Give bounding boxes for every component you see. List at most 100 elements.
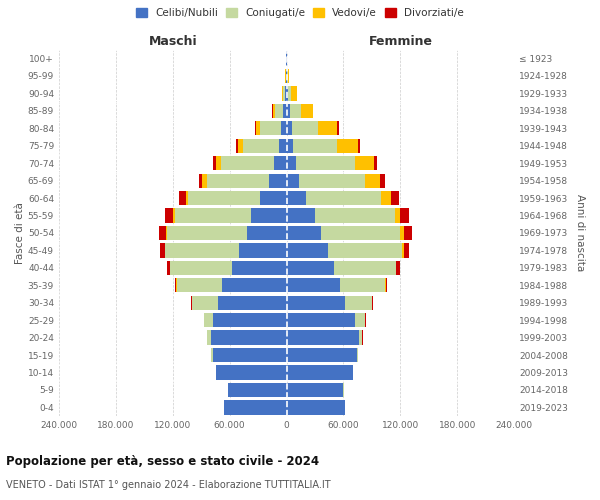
Bar xyxy=(287,348,357,362)
Text: Popolazione per età, sesso e stato civile - 2024: Popolazione per età, sesso e stato civil… xyxy=(6,455,319,468)
Bar xyxy=(287,313,355,328)
Bar xyxy=(159,226,166,240)
Bar xyxy=(301,104,313,118)
Bar xyxy=(218,296,287,310)
Bar xyxy=(287,244,328,258)
Bar xyxy=(191,296,218,310)
Bar xyxy=(287,366,353,380)
Bar xyxy=(251,208,287,222)
Bar xyxy=(185,191,188,206)
Bar xyxy=(382,191,391,206)
Bar xyxy=(239,244,287,258)
Bar xyxy=(402,244,404,258)
Bar xyxy=(287,121,292,136)
Bar xyxy=(357,348,358,362)
Bar xyxy=(165,208,173,222)
Bar xyxy=(287,330,359,345)
Bar xyxy=(212,156,215,170)
Bar xyxy=(269,174,287,188)
Bar xyxy=(286,86,287,101)
Bar xyxy=(281,121,287,136)
Bar xyxy=(260,191,287,206)
Bar xyxy=(395,260,397,275)
Bar xyxy=(274,156,287,170)
Bar xyxy=(222,278,287,292)
Bar xyxy=(355,313,365,328)
Bar xyxy=(391,191,399,206)
Bar xyxy=(215,156,221,170)
Text: VENETO - Dati ISTAT 1° gennaio 2024 - Elaborazione TUTTITALIA.IT: VENETO - Dati ISTAT 1° gennaio 2024 - El… xyxy=(6,480,331,490)
Bar xyxy=(292,86,296,101)
Bar xyxy=(176,278,222,292)
Bar xyxy=(287,208,315,222)
Bar xyxy=(400,226,404,240)
Bar xyxy=(292,121,319,136)
Bar xyxy=(224,400,287,414)
Bar xyxy=(211,348,212,362)
Bar xyxy=(290,104,301,118)
Bar xyxy=(202,174,207,188)
Bar xyxy=(175,208,251,222)
Bar xyxy=(287,174,299,188)
Bar xyxy=(359,330,362,345)
Bar xyxy=(212,313,287,328)
Legend: Celibi/Nubili, Coniugati/e, Vedovi/e, Divorziati/e: Celibi/Nubili, Coniugati/e, Vedovi/e, Di… xyxy=(133,5,467,21)
Bar xyxy=(328,244,402,258)
Bar xyxy=(372,296,373,310)
Bar xyxy=(247,226,287,240)
Bar xyxy=(287,156,296,170)
Bar xyxy=(374,156,377,170)
Bar xyxy=(319,121,337,136)
Bar xyxy=(167,226,247,240)
Bar xyxy=(188,191,260,206)
Bar xyxy=(179,191,185,206)
Bar xyxy=(236,138,238,153)
Bar xyxy=(365,174,380,188)
Y-axis label: Anni di nascita: Anni di nascita xyxy=(575,194,585,272)
Bar xyxy=(243,138,279,153)
Bar xyxy=(204,313,212,328)
Bar xyxy=(212,348,287,362)
Bar xyxy=(404,226,412,240)
Bar xyxy=(275,104,283,118)
Bar xyxy=(346,296,372,310)
Bar xyxy=(287,278,340,292)
Bar xyxy=(287,69,288,83)
Bar xyxy=(400,208,409,222)
Bar xyxy=(287,296,346,310)
Bar xyxy=(279,138,287,153)
Bar xyxy=(397,260,400,275)
Bar xyxy=(404,244,409,258)
Bar xyxy=(272,104,275,118)
Bar xyxy=(208,330,211,345)
Bar xyxy=(256,121,260,136)
Bar xyxy=(165,244,239,258)
Bar xyxy=(283,104,287,118)
Bar xyxy=(337,121,338,136)
Bar xyxy=(175,278,176,292)
Bar xyxy=(287,191,305,206)
Bar xyxy=(287,400,346,414)
Bar xyxy=(386,278,388,292)
Bar xyxy=(299,174,365,188)
Bar xyxy=(207,174,269,188)
Bar xyxy=(170,260,232,275)
Bar xyxy=(288,86,292,101)
Bar xyxy=(287,260,334,275)
Bar xyxy=(173,208,175,222)
Bar xyxy=(321,226,400,240)
Bar xyxy=(160,244,164,258)
Bar xyxy=(282,86,283,101)
Bar xyxy=(287,104,290,118)
Bar xyxy=(293,138,337,153)
Bar xyxy=(166,226,167,240)
Text: Maschi: Maschi xyxy=(148,35,197,48)
Bar xyxy=(283,86,286,101)
Bar xyxy=(288,69,289,83)
Bar xyxy=(228,383,287,397)
Bar xyxy=(211,330,287,345)
Bar xyxy=(334,260,395,275)
Y-axis label: Fasce di età: Fasce di età xyxy=(15,202,25,264)
Bar xyxy=(358,138,360,153)
Bar xyxy=(315,208,395,222)
